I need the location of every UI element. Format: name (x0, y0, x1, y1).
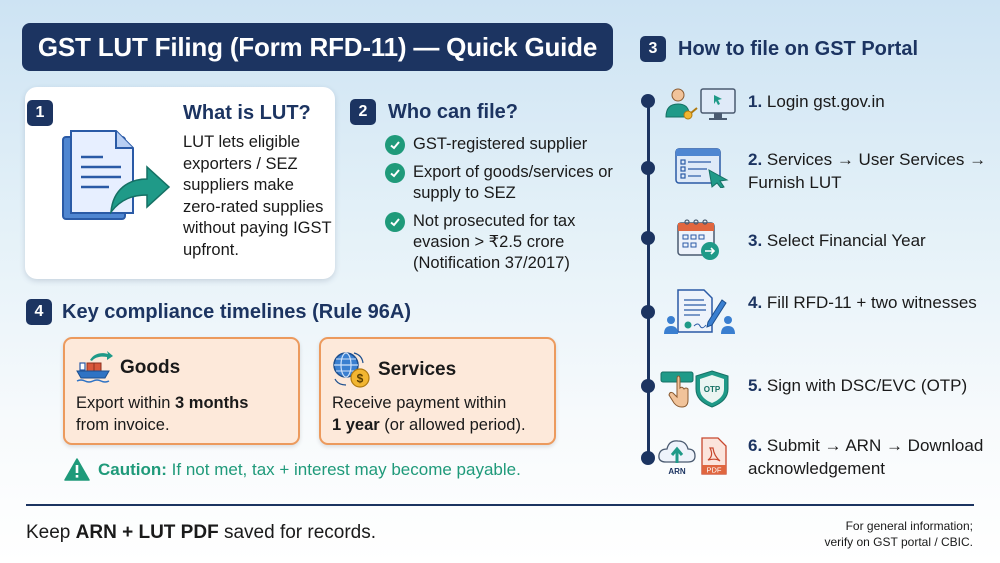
step-number: 6. (748, 436, 763, 455)
step-number: 3. (748, 231, 763, 250)
list-item-text: Export of goods/services or supply to SE… (413, 163, 613, 202)
body-text: Receive payment within (332, 394, 507, 412)
globe-dollar-icon: $ (333, 352, 370, 388)
who-can-file-section: 2 Who can file? GST-registered supplier … (350, 99, 630, 289)
warning-triangle-icon (64, 458, 90, 481)
step-3: 3. Select Financial Year (748, 229, 998, 252)
card-body: Export within 3 months from invoice. (76, 392, 248, 436)
footer-divider (26, 504, 974, 506)
list-item: GST-registered supplier (385, 134, 635, 155)
card-title: Goods (120, 357, 181, 378)
timeline-dot (641, 305, 655, 319)
step-text: Select Financial Year (766, 231, 926, 250)
step-text: Submit → ARN → Download acknowledgement (748, 436, 984, 478)
section-title: Key compliance timelines (Rule 96A) (62, 300, 412, 323)
body-emphasis: 1 year (332, 416, 380, 434)
step-number: 2. (748, 150, 763, 169)
caution-text: If not met, tax + interest may become pa… (171, 459, 521, 479)
otp-shield-icon: OTP (660, 370, 729, 408)
how-to-file-heading: 3 How to file on GST Portal (640, 36, 918, 62)
section-title: How to file on GST Portal (678, 37, 918, 60)
user-key-monitor-icon (665, 88, 736, 120)
step-1: 1. Login gst.gov.in (748, 90, 998, 113)
caution-label: Caution: (98, 459, 167, 479)
svg-text:$: $ (357, 372, 364, 386)
step-6: 6. Submit → ARN → Download acknowledgeme… (748, 434, 998, 480)
section-number-badge: 3 (640, 36, 666, 62)
goods-timeline-card: Goods Export within 3 months from invoice… (63, 337, 300, 445)
browser-menu-cursor-icon (675, 148, 729, 188)
step-text: Services → User Services → Furnish LUT (748, 150, 987, 192)
svg-text:PDF: PDF (707, 466, 722, 475)
step-text: Login gst.gov.in (766, 92, 885, 111)
step-number: 4. (748, 293, 763, 312)
eligibility-list: GST-registered supplier Export of goods/… (385, 134, 635, 281)
step-number: 5. (748, 376, 763, 395)
card-title: Services (378, 359, 457, 380)
timeline-dot (641, 379, 655, 393)
compliance-timelines-heading: 4 Key compliance timelines (Rule 96A) (26, 299, 411, 325)
footer-emphasis: ARN + LUT PDF (75, 522, 219, 543)
footer-disclaimer: For general information; verify on GST p… (825, 518, 974, 550)
list-item: Not prosecuted for tax evasion > ₹2.5 cr… (385, 211, 635, 274)
timeline-dot (641, 451, 655, 465)
timeline-line (647, 95, 650, 460)
step-2: 2. Services → User Services → Furnish LU… (748, 148, 998, 194)
page-title: GST LUT Filing (Form RFD-11) — Quick Gui… (22, 23, 613, 71)
step-text: Fill RFD-11 + two witnesses (766, 293, 977, 312)
section-title: What is LUT? (183, 102, 311, 124)
services-timeline-card: $ Services Receive payment within 1 year… (319, 337, 556, 445)
section-title: Who can file? (388, 100, 518, 123)
document-export-icon (62, 130, 171, 220)
body-text: (or allowed period). (379, 416, 526, 434)
timeline-dot (641, 231, 655, 245)
check-circle-icon (385, 212, 405, 232)
section-number-badge: 2 (350, 99, 376, 125)
disclaimer-line: verify on GST portal / CBIC. (824, 535, 974, 549)
footer-text: Keep (26, 522, 76, 543)
footer-text: saved for records. (218, 522, 377, 543)
footer-reminder: Keep ARN + LUT PDF saved for records. (26, 522, 376, 544)
caution-note: Caution: If not met, tax + interest may … (64, 458, 521, 481)
list-item: Export of goods/services or supply to SE… (385, 162, 635, 204)
check-circle-icon (385, 135, 405, 155)
list-item-text: Not prosecuted for tax evasion > ₹2.5 cr… (413, 212, 576, 272)
body-emphasis: 3 months (175, 394, 249, 412)
timeline-dot (641, 161, 655, 175)
section-number-badge: 4 (26, 299, 52, 325)
svg-text:OTP: OTP (704, 385, 721, 394)
list-item-text: GST-registered supplier (413, 135, 588, 153)
what-is-lut-card: 1 What is LUT? LUT lets eligible exporte… (25, 87, 335, 279)
section-number-badge: 1 (27, 100, 53, 126)
svg-text:ARN: ARN (668, 467, 686, 476)
lut-description: LUT lets eligible exporters / SEZ suppli… (183, 133, 332, 259)
body-text: Export within (76, 394, 176, 412)
body-text: from invoice. (76, 416, 170, 434)
timeline-dot (641, 94, 655, 108)
calendar-icon (677, 219, 719, 260)
step-5: 5. Sign with DSC/EVC (OTP) (748, 374, 998, 397)
card-body: Receive payment within 1 year (or allowe… (332, 392, 526, 436)
form-signature-witnesses-icon (664, 289, 735, 334)
disclaimer-line: For general information; (845, 519, 973, 533)
cargo-ship-icon (76, 351, 113, 383)
step-text: Sign with DSC/EVC (OTP) (766, 376, 968, 395)
step-4: 4. Fill RFD-11 + two witnesses (748, 291, 998, 314)
step-number: 1. (748, 92, 763, 111)
check-circle-icon (385, 163, 405, 183)
cloud-upload-pdf-icon: ARN PDF (658, 437, 727, 476)
